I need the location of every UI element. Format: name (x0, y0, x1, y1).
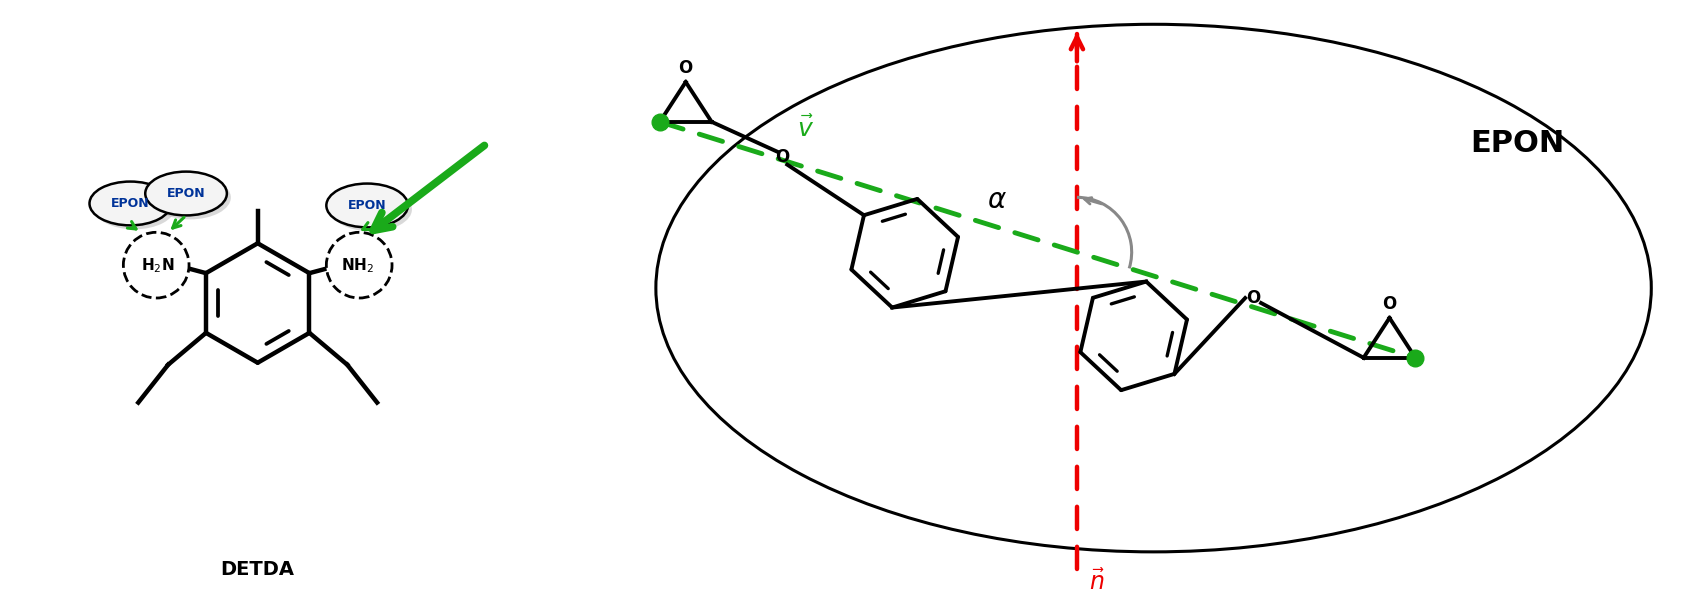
Text: O: O (1382, 295, 1397, 313)
Ellipse shape (326, 184, 409, 227)
Text: NH$_2$: NH$_2$ (341, 256, 373, 275)
Text: EPON: EPON (1469, 130, 1564, 158)
Text: O: O (775, 148, 789, 165)
Text: O: O (1246, 289, 1260, 307)
Text: O: O (679, 59, 692, 77)
Text: DETDA: DETDA (221, 560, 294, 579)
Text: $\vec{v}$: $\vec{v}$ (797, 116, 814, 142)
Circle shape (326, 232, 392, 298)
Text: EPON: EPON (111, 197, 150, 210)
Ellipse shape (93, 185, 176, 229)
Ellipse shape (331, 187, 412, 231)
Text: H$_2$N: H$_2$N (142, 256, 176, 275)
Ellipse shape (90, 182, 171, 226)
Ellipse shape (149, 176, 231, 219)
Text: $\vec{n}$: $\vec{n}$ (1089, 569, 1105, 595)
Text: $\alpha$: $\alpha$ (988, 186, 1007, 214)
Text: EPON: EPON (348, 199, 387, 212)
Circle shape (123, 232, 189, 298)
Text: EPON: EPON (167, 187, 206, 200)
Ellipse shape (145, 171, 226, 215)
